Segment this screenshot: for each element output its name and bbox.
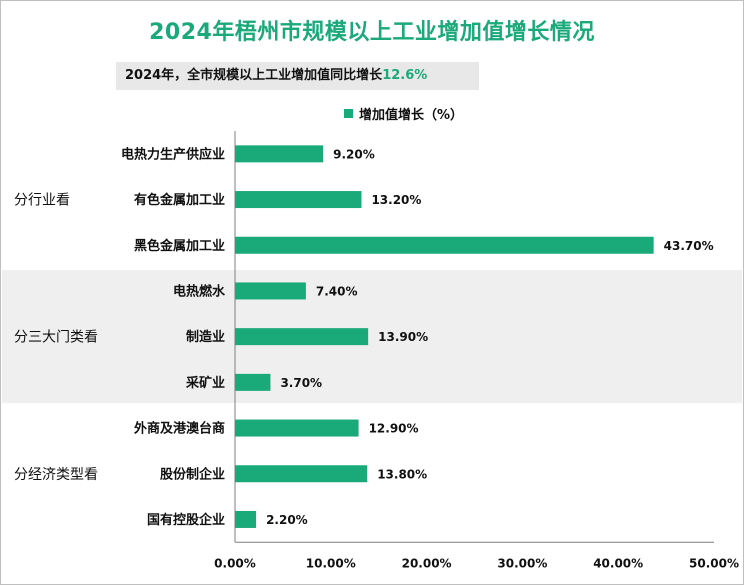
value-label: 13.20% — [371, 193, 421, 207]
bar — [235, 282, 306, 300]
category-label: 外商及港澳台商 — [133, 421, 225, 437]
category-label: 股份制企业 — [160, 466, 225, 482]
bar — [235, 236, 654, 254]
category-label: 有色金属加工业 — [134, 192, 225, 208]
legend-swatch — [344, 109, 353, 118]
category-label: 电热力生产供应业 — [121, 146, 225, 162]
category-label: 电热燃水 — [173, 283, 226, 299]
bar — [235, 328, 369, 346]
value-label: 13.90% — [378, 330, 428, 344]
x-tick-label: 20.00% — [402, 556, 452, 570]
group-label: 分经济类型看 — [14, 467, 98, 483]
subtitle-box: 2024年，全市规模以上工业增加值同比增长12.6% — [116, 62, 479, 90]
legend-label: 增加值增长（%） — [359, 108, 464, 123]
bar — [235, 373, 271, 391]
subtitle-highlight: 12.6% — [382, 68, 428, 83]
x-tick-label: 30.00% — [497, 556, 547, 570]
value-label: 12.90% — [369, 422, 419, 436]
bar — [235, 145, 324, 163]
group-band-2 — [2, 270, 742, 404]
x-tick-label: 40.00% — [593, 556, 643, 570]
bar — [235, 419, 359, 437]
group-label: 分行业看 — [14, 193, 70, 209]
x-tick-label: 50.00% — [689, 556, 739, 570]
category-label: 制造业 — [186, 329, 225, 345]
x-tick-label: 10.00% — [306, 556, 356, 570]
group-label: 分三大门类看 — [14, 330, 98, 346]
legend: 增加值增长（%） — [344, 104, 463, 123]
category-label: 国有控股企业 — [147, 512, 225, 528]
value-label: 9.20% — [333, 147, 375, 161]
x-tick-label: 0.00% — [214, 556, 256, 570]
bar — [235, 191, 362, 209]
value-label: 13.80% — [377, 467, 427, 481]
chart-title: 2024年梧州市规模以上工业增加值增长情况 — [149, 20, 595, 45]
value-label: 2.20% — [266, 513, 308, 527]
bar — [235, 465, 368, 483]
value-label: 3.70% — [280, 376, 322, 390]
category-label: 采矿业 — [185, 375, 225, 391]
subtitle-text: 2024年，全市规模以上工业增加值同比增长 — [125, 68, 383, 83]
value-label: 7.40% — [316, 284, 358, 298]
value-label: 43.70% — [664, 239, 714, 253]
category-label: 黑色金属加工业 — [134, 238, 225, 254]
bar — [235, 510, 257, 528]
